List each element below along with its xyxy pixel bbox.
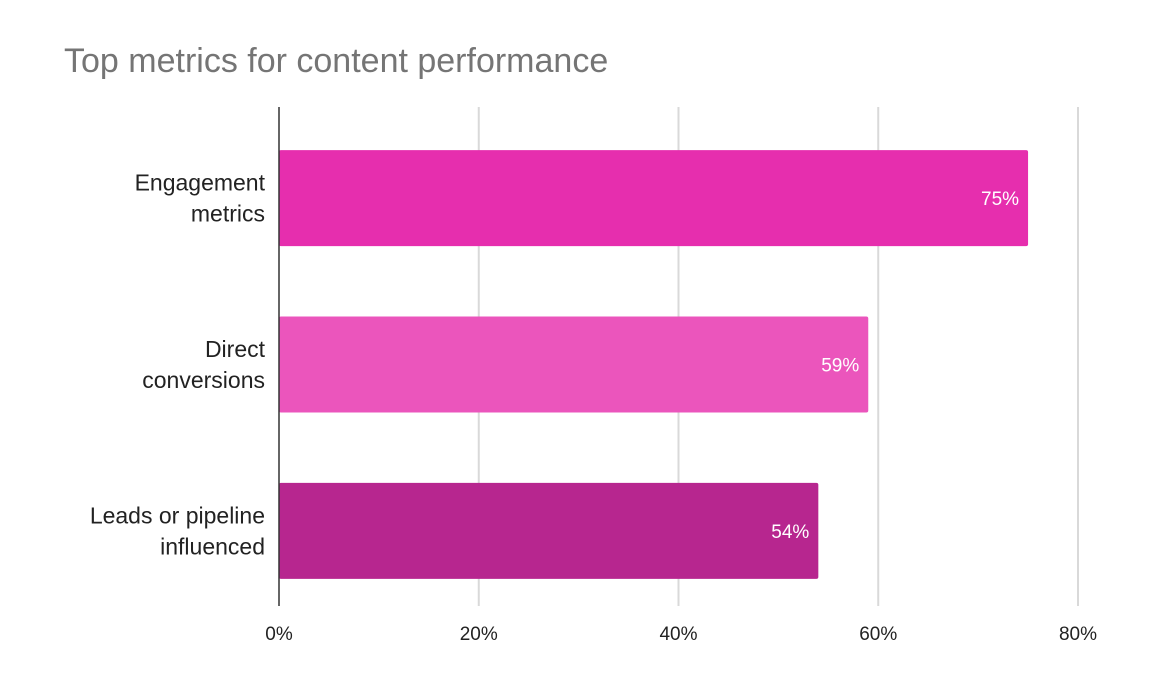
data-label-0: 75% (981, 189, 1019, 210)
category-label-0: Engagement metrics (135, 170, 266, 227)
data-label-2: 54% (771, 522, 809, 543)
x-tick-label-3: 60% (859, 624, 897, 645)
category-label-1: Direct conversions (142, 336, 265, 393)
x-tick-label-2: 40% (659, 624, 697, 645)
x-tick-label-1: 20% (460, 624, 498, 645)
bar-2 (279, 482, 819, 579)
data-label-1: 59% (821, 356, 859, 377)
x-tick-label-0: 0% (265, 624, 293, 645)
bar-0 (279, 150, 1029, 247)
x-tick-label-4: 80% (1059, 624, 1097, 645)
bar-1 (279, 316, 869, 413)
category-label-2: Leads or pipeline influenced (90, 502, 265, 559)
chart-title: Top metrics for content performance (64, 42, 609, 80)
